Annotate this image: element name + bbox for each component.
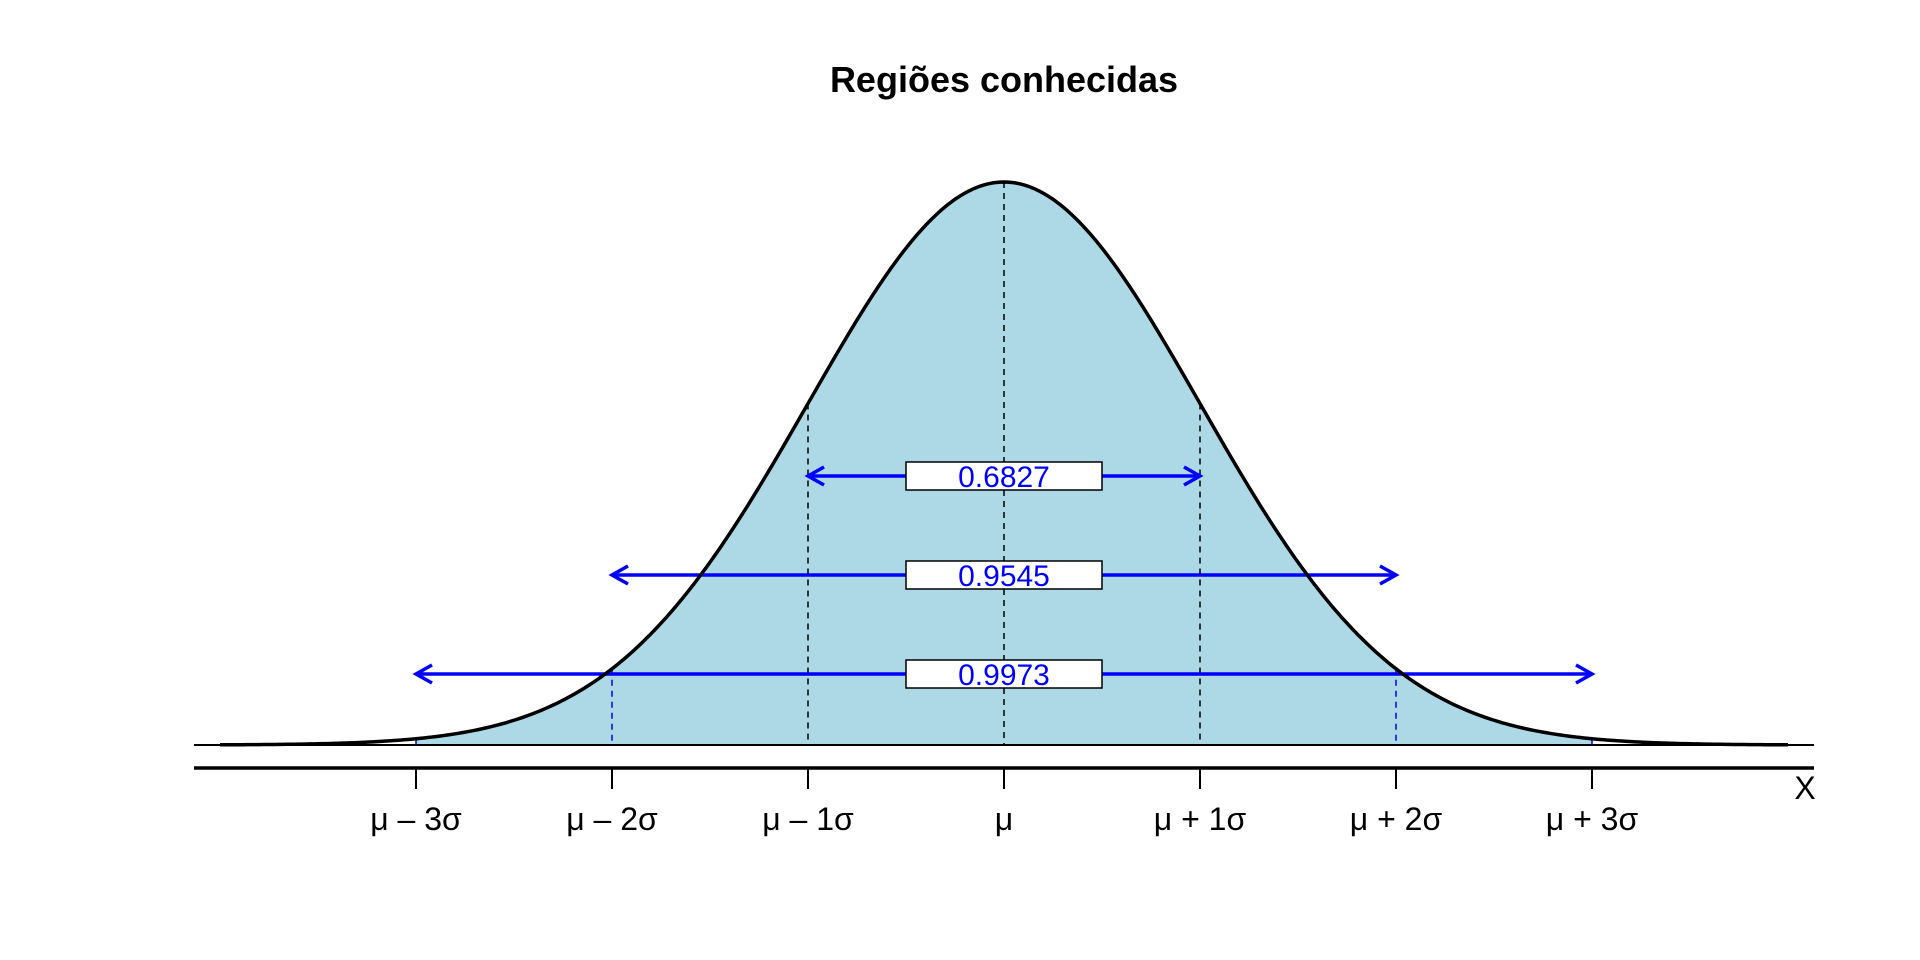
arrowhead-left-1 — [804, 465, 825, 487]
x-tick-label-7: μ + 3σ — [1546, 801, 1639, 837]
arrowhead-right-2 — [1379, 564, 1400, 586]
x-tick-label-4: μ — [995, 801, 1013, 837]
arrowhead-left-2 — [608, 564, 629, 586]
x-axis-label: X — [1794, 770, 1815, 806]
x-tick-label-6: μ + 2σ — [1350, 801, 1443, 837]
arrowhead-right-3 — [1575, 663, 1596, 685]
probability-label-2: 0.9545 — [958, 560, 1050, 593]
arrowhead-right-1 — [1183, 465, 1204, 487]
x-tick-label-1: μ – 3σ — [370, 801, 462, 837]
probability-label-3: 0.9973 — [958, 659, 1050, 692]
probability-box-2 — [905, 560, 1103, 590]
probability-label-1: 0.6827 — [958, 461, 1050, 494]
arrowhead-left-3 — [412, 663, 433, 685]
plot-area: 0.6827 0.9545 0.9973 μ – 3σ μ – 2σ μ – 1σ μ μ +… — [194, 180, 1814, 837]
density-curve — [219, 180, 1789, 747]
x-tick-label-3: μ – 1σ — [762, 801, 854, 837]
x-tick-label-5: μ + 1σ — [1154, 801, 1247, 837]
x-tick-label-2: μ – 2σ — [566, 801, 658, 837]
chart-title: Regiões conhecidas — [830, 59, 1178, 100]
probability-box-1 — [905, 461, 1103, 491]
probability-box-3 — [905, 659, 1103, 689]
